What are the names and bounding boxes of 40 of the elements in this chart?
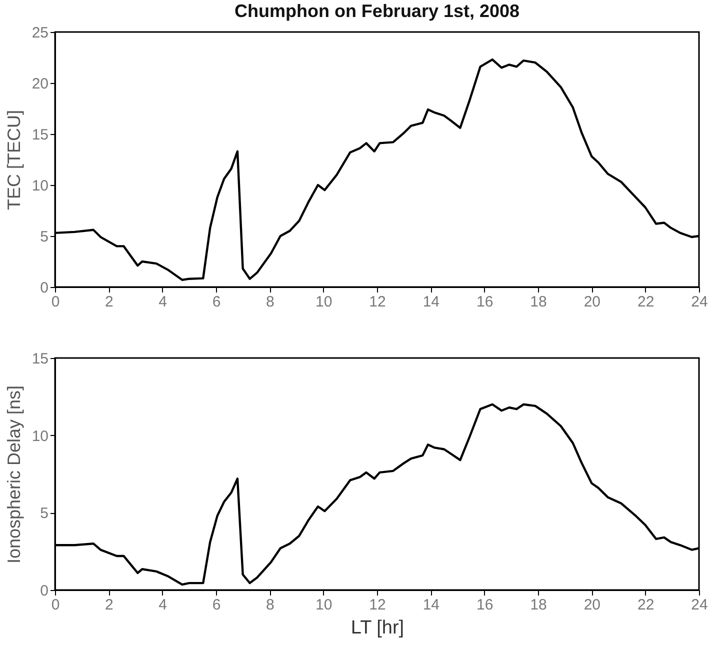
x-tick-label: 8 [266, 596, 274, 614]
x-tick-label: 4 [158, 294, 168, 310]
y-tick-label: 10 [32, 178, 48, 194]
x-tick-label: 18 [530, 596, 547, 614]
y-tick-label: 5 [40, 228, 48, 246]
x-tick-label: 4 [158, 596, 168, 614]
x-tick-label: 10 [315, 596, 332, 614]
x-tick-label: 16 [476, 596, 494, 614]
y-tick-label: 5 [40, 505, 48, 522]
x-tick-label: 14 [422, 596, 440, 614]
x-tick-label: 22 [637, 294, 654, 310]
x-tick-label: 24 [691, 596, 708, 614]
x-tick-label: 18 [530, 294, 547, 310]
x-tick-label: 12 [369, 596, 386, 614]
y-tick-label: 15 [32, 350, 48, 368]
x-tick-label: 20 [584, 596, 601, 614]
y-tick-label: 15 [32, 126, 48, 144]
x-tick-label: 16 [476, 294, 494, 310]
x-tick-label: 0 [51, 596, 60, 614]
chart-title: Chumphon on February 1st, 2008 [234, 1, 520, 21]
y-tick-label: 25 [32, 24, 48, 42]
x-tick-label: 20 [584, 294, 601, 310]
x-tick-label: 12 [369, 294, 386, 310]
x-tick-label: 14 [422, 294, 440, 310]
y-tick-label: 20 [32, 76, 48, 92]
y-tick-label: 0 [40, 582, 48, 600]
x-tick-label: 2 [104, 596, 114, 614]
x-tick-label: 2 [104, 294, 114, 310]
x-tick-label: 10 [315, 294, 332, 310]
y-axis-title: TEC [TECU] [4, 110, 24, 210]
x-tick-label: 0 [51, 294, 60, 310]
y-tick-label: 0 [40, 280, 48, 296]
x-tick-label: 6 [212, 596, 221, 614]
y-tick-label: 10 [32, 428, 48, 445]
y-axis-title: Ionospheric Delay [ns] [4, 385, 24, 564]
x-tick-label: 22 [637, 596, 654, 614]
x-axis-title: LT [hr] [350, 618, 404, 638]
x-tick-label: 6 [212, 294, 221, 310]
x-tick-label: 8 [266, 294, 274, 310]
x-tick-label: 24 [691, 294, 708, 310]
